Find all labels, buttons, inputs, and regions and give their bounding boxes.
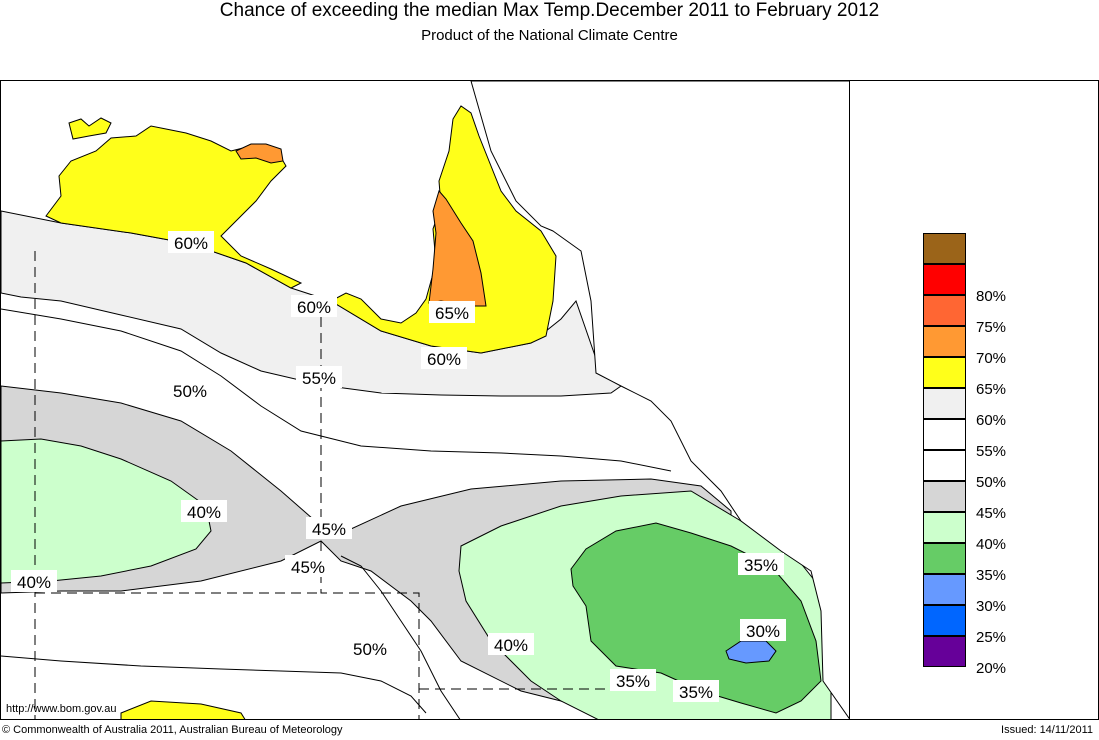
- state-border: [34, 251, 626, 719]
- zone-60-south: [120, 700, 246, 719]
- legend-label: 30%: [976, 598, 1007, 615]
- issued-date: Issued: 14/11/2011: [1001, 724, 1093, 736]
- contour-label: 40%: [17, 573, 51, 592]
- legend-label: 40%: [976, 536, 1007, 553]
- contour-50-north: [1, 308, 672, 472]
- legend-label: 45%: [976, 505, 1007, 522]
- legend-label: 70%: [976, 350, 1007, 367]
- contour-label: 30%: [746, 622, 780, 641]
- contour-label: 35%: [616, 672, 650, 691]
- legend-label: 60%: [976, 412, 1007, 429]
- map-subtitle: Product of the National Climate Centre: [421, 27, 678, 44]
- contour-label: 50%: [353, 640, 387, 659]
- legend-swatch: [923, 295, 966, 326]
- legend-swatch: [923, 450, 966, 481]
- legend-swatch: [923, 326, 966, 357]
- legend-swatch: [923, 512, 966, 543]
- legend-swatch: [923, 233, 966, 264]
- legend-label: 25%: [976, 629, 1007, 646]
- map-title: Chance of exceeding the median Max Temp.…: [219, 0, 880, 21]
- legend-swatch: [923, 264, 966, 295]
- legend-label: 35%: [976, 567, 1007, 584]
- source-url[interactable]: http://www.bom.gov.au: [6, 703, 117, 715]
- legend-label: 20%: [976, 660, 1007, 677]
- contour-label: 55%: [302, 369, 336, 388]
- contour-label: 60%: [427, 350, 461, 369]
- contour-label: 50%: [173, 382, 207, 401]
- contour-45-se: [340, 555, 461, 719]
- forecast-map: 60% 60% 65% 60% 55% 50% 40% 45% 45% 40% …: [1, 81, 849, 719]
- contour-label: 45%: [312, 520, 346, 539]
- contour-label: 40%: [494, 636, 528, 655]
- legend-label: 55%: [976, 443, 1007, 460]
- legend-swatch: [923, 574, 966, 605]
- legend-label: 75%: [976, 319, 1007, 336]
- contour-label: 35%: [744, 556, 778, 575]
- legend-panel: [850, 80, 1099, 720]
- contour-label: 65%: [435, 304, 469, 323]
- zone-65-arnhem: [235, 143, 284, 164]
- legend-label: 80%: [976, 288, 1007, 305]
- contour-label: 60%: [174, 234, 208, 253]
- legend-swatch: [923, 388, 966, 419]
- contour-label: 40%: [187, 503, 221, 522]
- legend-swatch: [923, 636, 966, 667]
- legend-swatch: [923, 357, 966, 388]
- contour-label: 35%: [679, 683, 713, 702]
- legend-label: 65%: [976, 381, 1007, 398]
- legend-swatch: [923, 543, 966, 574]
- legend-label: 50%: [976, 474, 1007, 491]
- legend-swatch: [923, 605, 966, 636]
- legend-swatch: [923, 419, 966, 450]
- contour-label: 60%: [297, 298, 331, 317]
- map-panel: 60% 60% 65% 60% 55% 50% 40% 45% 45% 40% …: [0, 80, 850, 720]
- zone-60-wa: [68, 117, 112, 140]
- legend-swatch: [923, 481, 966, 512]
- contour-labels: 60% 60% 65% 60% 55% 50% 40% 45% 45% 40% …: [11, 231, 786, 702]
- contour-label: 45%: [291, 558, 325, 577]
- copyright-text: © Commonwealth of Australia 2011, Austra…: [2, 724, 343, 736]
- contour-50-south: [1, 655, 427, 714]
- coral-sea: [470, 81, 849, 719]
